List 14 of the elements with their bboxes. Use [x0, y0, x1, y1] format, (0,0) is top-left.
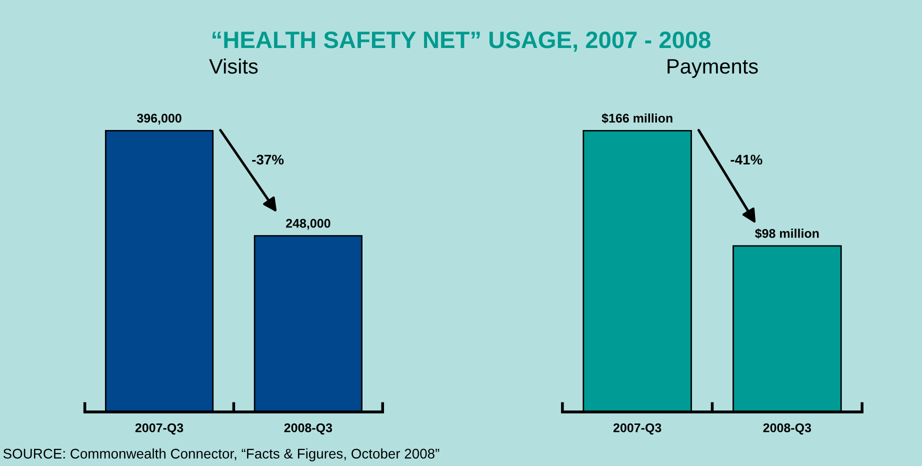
x-tick-label: 2007-Q3	[613, 423, 662, 435]
text: “HEALTH SAFETY NET” USAGE, 2007 - 2008	[212, 32, 710, 52]
source-note: SOURCE: Commonwealth Connector, “Facts & Figures, October 2008”	[3, 448, 440, 462]
x-tick-label: 2007-Q3	[135, 423, 184, 435]
data-label: $166 million	[602, 113, 672, 124]
data-label: 396,000	[136, 114, 182, 124]
x-tick-label: 2008-Q3	[763, 423, 812, 435]
annotation: -41%	[730, 154, 762, 165]
chart-subtitle: Visits	[209, 58, 258, 74]
x-tick-label: 2008-Q3	[284, 423, 332, 435]
chart-subtitle: Payments	[668, 59, 758, 78]
annotation: -37%	[252, 154, 284, 165]
data-label: 248,000	[286, 218, 330, 230]
data-label: $98 million	[755, 228, 819, 239]
